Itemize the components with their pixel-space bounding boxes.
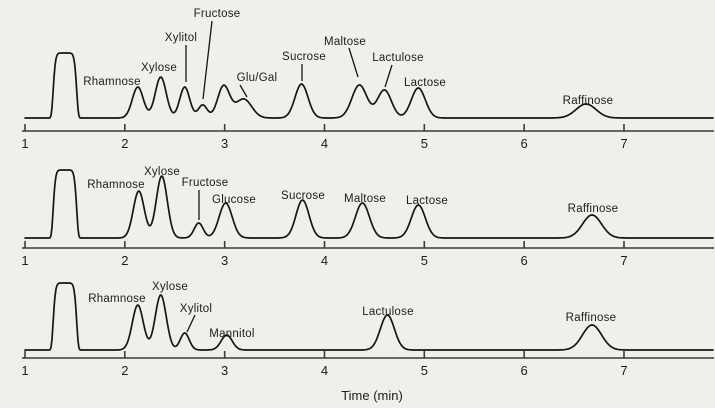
peak-label-top-maltose: Maltose: [324, 36, 366, 48]
x-tick-label-middle-7: 7: [620, 253, 627, 268]
x-tick-label-bottom-6: 6: [521, 363, 528, 378]
x-tick-label-top-6: 6: [521, 136, 528, 150]
x-tick-label-top-4: 4: [321, 136, 328, 150]
peak-label-top-glugal: Glu/Gal: [237, 72, 278, 84]
x-tick-label-top-5: 5: [421, 136, 428, 150]
peak-label-top-lactose: Lactose: [404, 77, 446, 89]
peak-label-bottom-lactulose: Lactulose: [362, 306, 413, 318]
x-tick-label-top-2: 2: [121, 136, 128, 150]
x-tick-label-top-7: 7: [620, 136, 627, 150]
x-tick-label-middle-3: 3: [221, 253, 228, 268]
chromatogram-panel-bottom: 1 2 3 4 5 6 7 Rhamnose Xylose Xylitol Mannitol Lact…: [21, 281, 714, 403]
peak-label-top-xylose: Xylose: [141, 62, 177, 74]
x-tick-label-bottom-7: 7: [620, 363, 627, 378]
x-tick-label-bottom-1: 1: [21, 363, 28, 378]
x-tick-label-middle-1: 1: [21, 253, 28, 268]
leader-line-top-2: [239, 84, 248, 98]
peak-label-top-sucrose: Sucrose: [282, 51, 326, 63]
peak-label-middle-fructose: Fructose: [182, 177, 229, 189]
x-tick-label-bottom-2: 2: [121, 363, 128, 378]
peak-label-middle-sucrose: Sucrose: [281, 190, 325, 202]
peak-label-middle-raffinose: Raffinose: [568, 203, 619, 215]
peak-label-middle-rhamnose: Rhamnose: [87, 179, 145, 191]
peak-label-top-lactulose: Lactulose: [372, 52, 423, 64]
x-tick-label-bottom-4: 4: [321, 363, 328, 378]
x-tick-label-middle-4: 4: [321, 253, 328, 268]
x-axis-title: Time (min): [341, 388, 403, 403]
x-tick-label-bottom-3: 3: [221, 363, 228, 378]
x-tick-label-middle-6: 6: [521, 253, 528, 268]
peak-label-bottom-rhamnose: Rhamnose: [88, 293, 146, 305]
leader-line-top-5: [384, 64, 393, 88]
x-tick-label-top-3: 3: [221, 136, 228, 150]
peak-label-top-rhamnose: Rhamnose: [83, 76, 141, 88]
peak-label-bottom-mannitol: Mannitol: [209, 328, 254, 340]
x-tick-label-middle-5: 5: [421, 253, 428, 268]
peak-label-top-raffinose: Raffinose: [563, 95, 614, 107]
x-tick-label-bottom-5: 5: [421, 363, 428, 378]
peak-label-top-xylitol: Xylitol: [165, 32, 197, 44]
x-tick-label-middle-2: 2: [121, 253, 128, 268]
peak-label-middle-glucose: Glucose: [212, 194, 256, 206]
leader-line-top-1: [202, 20, 213, 100]
trace-middle: [24, 169, 714, 239]
leader-line-top-4: [348, 47, 359, 78]
trace-bottom: [24, 282, 714, 351]
peak-label-middle-xylose: Xylose: [144, 166, 180, 178]
peak-label-middle-maltose: Maltose: [344, 193, 386, 205]
trace-top: [24, 52, 714, 119]
peak-label-bottom-xylitol: Xylitol: [180, 303, 212, 315]
x-tick-label-top-1: 1: [21, 136, 28, 150]
peak-label-middle-lactose: Lactose: [406, 195, 448, 207]
peak-label-bottom-xylose: Xylose: [152, 281, 188, 293]
peak-label-top-fructose: Fructose: [194, 8, 241, 20]
peak-label-bottom-raffinose: Raffinose: [566, 312, 617, 324]
leader-line-bottom-0: [186, 314, 196, 333]
